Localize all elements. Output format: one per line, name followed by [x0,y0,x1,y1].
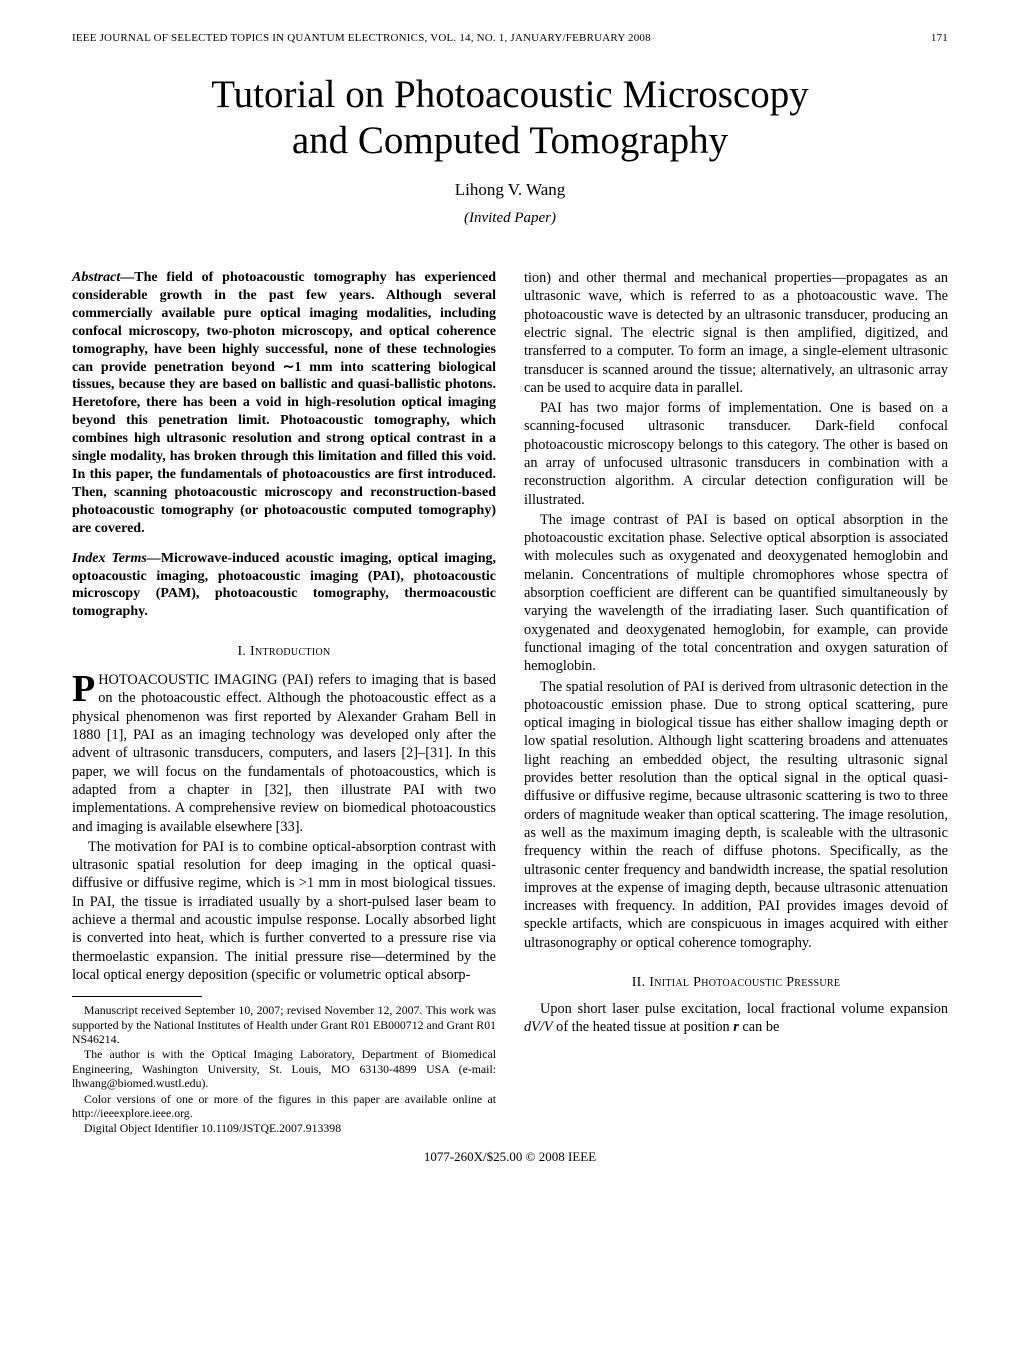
section-2-heading: II. Initial Photoacoustic Pressure [524,974,948,992]
title-line-1: Tutorial on Photoacoustic Microscopy [211,73,809,116]
section-1-heading: I. Introduction [72,643,496,661]
author: Lihong V. Wang [72,180,948,200]
dropcap: P [72,671,98,705]
right-p5-mid: of the heated tissue at position [553,1019,734,1035]
right-paragraph-1: tion) and other thermal and mechanical p… [524,269,948,397]
right-paragraph-2: PAI has two major forms of implementatio… [524,399,948,509]
math-dvv: dV/V [524,1019,553,1035]
footnote-3: Color versions of one or more of the fig… [72,1092,496,1121]
section-2: II. Initial Photoacoustic Pressure Upon … [524,974,948,1037]
index-terms-label: Index Terms— [72,551,161,566]
footnote-separator [72,996,202,997]
running-head-pagenum: 171 [931,32,948,44]
index-terms-block: Index Terms—Microwave-induced acoustic i… [72,550,496,622]
footnote-2: The author is with the Optical Imaging L… [72,1047,496,1090]
right-p5-prefix: Upon short laser pulse excitation, local… [540,1001,948,1017]
abstract-block: Abstract—The field of photoacoustic tomo… [72,269,496,538]
page-footer: 1077-260X/$25.00 © 2008 IEEE [72,1149,948,1165]
intro-paragraph-1: PHOTOACOUSTIC IMAGING (PAI) refers to im… [72,671,496,836]
abstract-label: Abstract— [72,270,134,285]
intro-paragraph-2: The motivation for PAI is to combine opt… [72,838,496,984]
footnotes: Manuscript received September 10, 2007; … [72,1003,496,1136]
right-column: tion) and other thermal and mechanical p… [524,269,948,1137]
right-paragraph-4: The spatial resolution of PAI is derived… [524,678,948,952]
invited-paper-label: (Invited Paper) [72,210,948,227]
running-head-left: IEEE JOURNAL OF SELECTED TOPICS IN QUANT… [72,32,651,44]
right-paragraph-5: Upon short laser pulse excitation, local… [524,1000,948,1037]
page: IEEE JOURNAL OF SELECTED TOPICS IN QUANT… [0,0,1020,1360]
article-title: Tutorial on Photoacoustic Microscopy and… [72,72,948,164]
running-head: IEEE JOURNAL OF SELECTED TOPICS IN QUANT… [72,32,948,44]
right-paragraph-3: The image contrast of PAI is based on op… [524,511,948,676]
title-line-2: and Computed Tomography [292,119,728,162]
footnote-4: Digital Object Identifier 10.1109/JSTQE.… [72,1121,496,1135]
two-column-body: Abstract—The field of photoacoustic tomo… [72,269,948,1137]
abstract-text: The field of photoacoustic tomography ha… [72,270,496,536]
right-p5-suffix: can be [739,1019,779,1035]
footnote-1: Manuscript received September 10, 2007; … [72,1003,496,1046]
intro-p1-text: HOTOACOUSTIC IMAGING (PAI) refers to ima… [72,672,496,834]
left-column: Abstract—The field of photoacoustic tomo… [72,269,496,1137]
